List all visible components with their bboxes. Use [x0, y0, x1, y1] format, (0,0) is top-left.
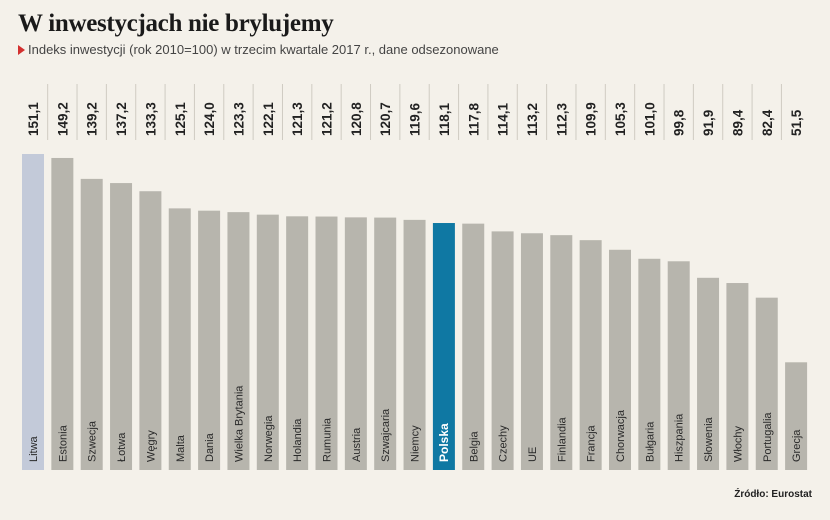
- bar-hiszpania: [667, 261, 690, 470]
- category-label-finlandia: Finlandia: [556, 416, 568, 462]
- category-label-ue: UE: [527, 447, 539, 462]
- value-label-dania: 124,0: [202, 102, 217, 136]
- bar-francja: [579, 240, 602, 470]
- bar-szwecja: [80, 178, 103, 470]
- bar-polska: [432, 223, 455, 470]
- value-label-szwajcaria: 120,7: [378, 102, 393, 136]
- value-label-slowenia: 91,9: [701, 110, 716, 136]
- value-label-belgia: 117,8: [466, 102, 481, 136]
- value-label-rumunia: 121,2: [320, 102, 335, 136]
- category-label-chorwacja: Chorwacja: [615, 409, 627, 462]
- category-label-estonia: Estonia: [57, 424, 69, 462]
- bar-szwajcaria: [374, 217, 397, 470]
- chart-subtitle: Indeks inwestycji (rok 2010=100) w trzec…: [28, 42, 499, 57]
- bar-ue: [520, 233, 543, 470]
- bar-wielka-brytania: [227, 212, 250, 470]
- bar-niemcy: [403, 219, 426, 470]
- value-label-hiszpania: 99,8: [672, 109, 687, 136]
- category-label-austria: Austria: [351, 427, 363, 462]
- category-label-holandia: Holandia: [292, 418, 304, 462]
- value-label-czechy: 114,1: [496, 102, 511, 136]
- bar-czechy: [491, 231, 514, 470]
- category-label-portugalia: Portugalia: [762, 412, 774, 462]
- value-label-niemcy: 119,6: [408, 102, 423, 136]
- value-label-finlandia: 112,3: [554, 102, 569, 136]
- value-label-portugalia: 82,4: [760, 109, 775, 136]
- bar-wegry: [139, 191, 162, 470]
- value-label-wlochy: 89,4: [730, 109, 745, 136]
- category-label-lotwa: Łotwa: [116, 432, 128, 462]
- value-label-bulgaria: 101,0: [642, 102, 657, 136]
- bar-belgia: [462, 223, 485, 470]
- category-label-norwegia: Norwegia: [263, 415, 275, 462]
- value-label-szwecja: 139,2: [85, 102, 100, 136]
- bar-malta: [168, 208, 191, 471]
- value-label-estonia: 149,2: [55, 102, 70, 136]
- category-label-dania: Dania: [204, 432, 216, 462]
- category-label-polska: Polska: [437, 423, 451, 462]
- category-label-litwa: Litwa: [28, 435, 40, 462]
- value-label-chorwacja: 105,3: [613, 102, 628, 136]
- value-label-lotwa: 137,2: [114, 102, 129, 136]
- category-label-hiszpania: Hiszpania: [674, 413, 686, 462]
- value-label-ue: 113,2: [525, 103, 540, 136]
- value-label-austria: 120,8: [349, 102, 364, 136]
- category-label-wlochy: Włochy: [732, 425, 744, 462]
- bar-estonia: [51, 157, 74, 471]
- chart-title: W inwestycjach nie brylujemy: [18, 10, 334, 37]
- category-label-wegry: Węgry: [145, 430, 157, 462]
- subtitle-row: Indeks inwestycji (rok 2010=100) w trzec…: [18, 42, 499, 57]
- bar-finlandia: [550, 235, 573, 470]
- bar-rumunia: [315, 216, 338, 470]
- bar-grecja: [785, 362, 808, 470]
- bar-litwa: [22, 154, 44, 470]
- category-label-czechy: Czechy: [498, 425, 510, 462]
- category-label-szwecja: Szwecja: [87, 420, 99, 462]
- value-label-polska: 118,1: [437, 102, 452, 136]
- red-triangle-icon: [18, 44, 25, 55]
- category-label-belgia: Belgia: [468, 431, 480, 462]
- value-label-wegry: 133,3: [143, 102, 158, 136]
- value-label-grecja: 51,5: [789, 109, 804, 136]
- value-label-norwegia: 122,1: [261, 102, 276, 136]
- category-label-szwajcaria: Szwajcaria: [380, 408, 392, 462]
- bar-chorwacja: [609, 249, 631, 470]
- category-label-slowenia: Słowenia: [703, 416, 715, 462]
- bar-austria: [344, 217, 367, 470]
- category-label-grecja: Grecja: [791, 429, 803, 462]
- bar-slowenia: [697, 277, 720, 470]
- value-label-francja: 109,9: [584, 102, 599, 136]
- category-label-niemcy: Niemcy: [410, 425, 422, 462]
- bar-norwegia: [256, 214, 279, 470]
- bar-dania: [198, 210, 221, 470]
- bar-bulgaria: [638, 258, 661, 470]
- category-label-wielka-brytania: Wielka Brytania: [233, 385, 245, 462]
- value-label-wielka-brytania: 123,3: [231, 102, 246, 136]
- value-label-malta: 125,1: [173, 102, 188, 136]
- category-label-rumunia: Rumunia: [322, 417, 334, 462]
- source-note: Źródło: Eurostat: [734, 489, 812, 500]
- bar-wlochy: [726, 283, 749, 470]
- bar-holandia: [286, 216, 309, 470]
- category-label-malta: Malta: [175, 434, 187, 462]
- category-label-francja: Francja: [586, 424, 598, 462]
- bar-lotwa: [110, 183, 133, 470]
- bar-portugalia: [755, 297, 778, 470]
- value-label-litwa: 151,1: [26, 102, 41, 136]
- value-label-holandia: 121,3: [290, 102, 305, 136]
- category-label-bulgaria: Bułgaria: [644, 421, 656, 462]
